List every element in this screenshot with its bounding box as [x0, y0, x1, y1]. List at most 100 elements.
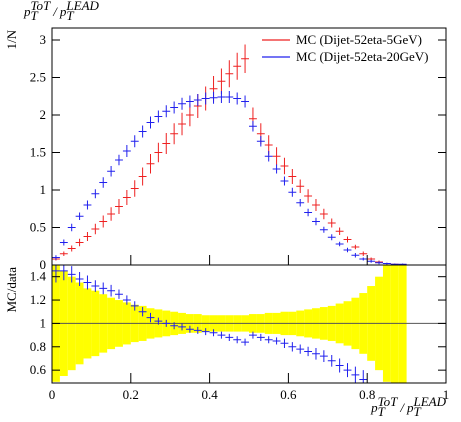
ratio-point [122, 295, 131, 305]
histogram-point [304, 208, 313, 217]
histogram-point [327, 218, 336, 228]
histogram-point [264, 151, 273, 162]
ratio-point [83, 275, 92, 290]
histogram-point [343, 247, 352, 253]
ratio-point [138, 307, 147, 317]
histogram-point [75, 238, 84, 247]
label-part: LEAD [413, 394, 447, 409]
histogram-point [335, 227, 344, 235]
histogram-point [162, 105, 171, 118]
ratio-point [99, 282, 108, 295]
ratio-point [335, 358, 344, 373]
histogram-point [209, 91, 218, 104]
histogram-point [312, 217, 320, 226]
histogram-point [107, 207, 116, 221]
ratio-point [272, 337, 281, 345]
y-tick-label: 0 [40, 257, 47, 272]
top-plot-area [52, 44, 446, 265]
histogram-point [272, 147, 281, 166]
histogram-point [217, 68, 226, 94]
histogram-point [351, 253, 360, 258]
histogram-point [75, 212, 84, 220]
y-tick-label: 3 [40, 32, 47, 47]
histogram-point [107, 166, 116, 177]
y-tick-label: 1.5 [30, 145, 46, 160]
histogram-point [122, 190, 131, 205]
legend-label: MC (Dijet-52eta-20GeV) [296, 49, 429, 64]
histogram-point [319, 226, 328, 233]
histogram-point [99, 215, 108, 228]
ratio-point [327, 354, 336, 367]
ratio-point [67, 266, 76, 283]
uncertainty-band [398, 265, 407, 383]
histogram-point [59, 239, 68, 246]
histogram-point [170, 101, 179, 114]
histogram-point [59, 251, 68, 256]
ratio-point [256, 333, 265, 341]
ratio-point [52, 265, 60, 283]
histogram-point [138, 167, 147, 186]
histogram-point [241, 95, 249, 108]
histogram-point [296, 179, 305, 193]
y-tick-label: 0.8 [30, 339, 46, 354]
histogram-point [233, 92, 242, 105]
label-part: / [399, 400, 405, 415]
histogram-point [335, 241, 344, 247]
ratio-point [233, 336, 242, 344]
histogram-point [256, 136, 265, 147]
histogram-point [312, 199, 320, 211]
x-tick-label: 0.6 [280, 387, 297, 402]
histogram-point [225, 60, 234, 88]
label-part: T [378, 404, 386, 419]
histogram-point [359, 251, 368, 256]
ratio-point [209, 329, 218, 337]
histogram-point [185, 95, 194, 108]
ratio-point [351, 366, 360, 383]
ratio-point [264, 336, 273, 344]
histogram-point [296, 199, 305, 207]
ratio-point [185, 325, 194, 333]
histogram-point [288, 169, 297, 184]
histogram-point [115, 154, 123, 166]
ratio-point [249, 331, 257, 339]
uncertainty-band [390, 265, 399, 383]
ratio-point [217, 331, 226, 339]
histogram-point [217, 91, 226, 103]
ratio-point [288, 342, 297, 352]
y-tick-label: 0.6 [30, 362, 47, 377]
x-tick-label: 1 [443, 387, 450, 402]
histogram-point [52, 255, 60, 260]
histogram-point [272, 164, 281, 174]
ratio-point [146, 312, 155, 323]
label-part: p [406, 400, 414, 415]
ratio-point [130, 301, 139, 311]
histogram-point [99, 177, 108, 188]
histogram-point [288, 187, 297, 197]
histogram-point [382, 262, 391, 265]
y-axis-title: 1/N [4, 29, 19, 49]
ratio-point [178, 323, 186, 331]
histogram-point [367, 259, 376, 263]
ratio-point [359, 370, 368, 383]
histogram-point [304, 189, 313, 203]
ratio-point [312, 347, 320, 360]
histogram-point [83, 232, 92, 241]
label-part: p [370, 400, 378, 415]
histogram-point [375, 261, 383, 265]
y-tick-label: 1.4 [30, 269, 47, 284]
histogram-point [225, 91, 234, 103]
x-tick-label: 0.2 [123, 387, 139, 402]
histogram-point [351, 244, 360, 250]
histogram-point [83, 200, 92, 210]
x-tick-label: 0.8 [359, 387, 375, 402]
histogram-point [201, 92, 210, 105]
ratio-point [91, 280, 100, 292]
label-part: p [23, 4, 31, 19]
y-tick-label: 1.2 [30, 292, 46, 307]
ratio-frame [51, 264, 447, 384]
label-part: T [414, 404, 422, 419]
ratio-point [170, 322, 179, 330]
ratio-point [319, 350, 328, 362]
